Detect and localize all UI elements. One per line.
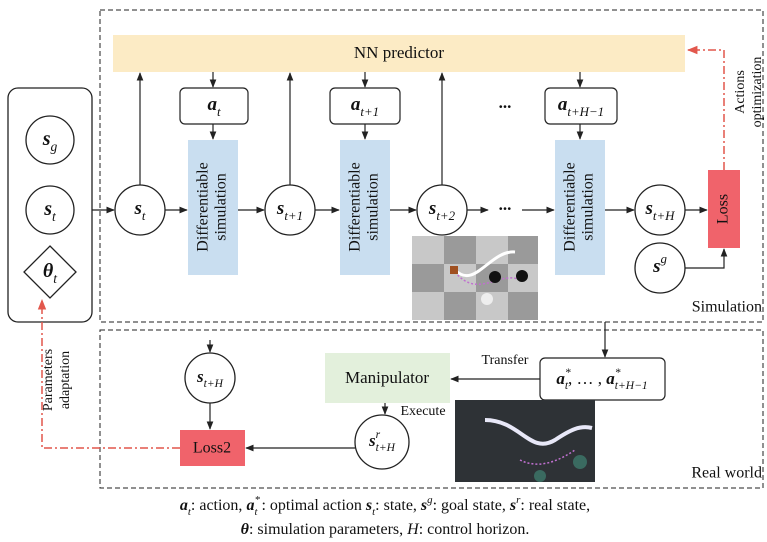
math-base: s [42, 128, 51, 150]
text-part: : control horizon. [419, 521, 530, 538]
math-base: s [43, 198, 52, 220]
sim-block-label: Differentiable [562, 162, 579, 251]
math-base: a [207, 94, 217, 115]
ellipsis: ... [499, 93, 512, 112]
math-base: s [652, 256, 660, 277]
nn-predictor-label: NN predictor [354, 43, 445, 62]
text-part: : real state, [520, 497, 590, 514]
math-base: s [134, 198, 142, 219]
caption-line: θ: simulation parameters, H: control hor… [241, 521, 530, 538]
math-base: a [180, 497, 188, 514]
simulation-label: Simulation [692, 299, 762, 316]
math-sub: t [217, 104, 221, 119]
math-base: a [558, 94, 568, 115]
transfer-label: Transfer [482, 353, 529, 368]
ellipsis: ... [499, 195, 512, 214]
math-sub: t+H [376, 441, 396, 454]
sim-block-label: Differentiable [195, 162, 212, 251]
math-base: s [428, 198, 436, 219]
sim-block-label: simulation [365, 173, 382, 241]
math-sup: g [660, 251, 667, 266]
math-base: s [365, 497, 372, 514]
real-world-label: Real world [691, 465, 762, 482]
adaptation-label: Parameters [41, 349, 56, 411]
sim-block-label: simulation [213, 173, 230, 241]
text-part: : action, [191, 497, 247, 514]
math-sub: g [51, 139, 58, 154]
feedback-label: Actions [733, 70, 748, 114]
math-base: s [420, 497, 427, 514]
feedback-label: optimization [750, 57, 765, 128]
adaptation-label: adaptation [58, 351, 73, 409]
execute-label: Execute [400, 404, 445, 419]
math-sub: t+H [204, 377, 224, 390]
loss-label: Loss [715, 194, 732, 224]
sim-block-label: simulation [580, 173, 597, 241]
manipulator-label: Manipulator [345, 368, 429, 387]
math-base: a [246, 497, 254, 514]
text-part: : state, [375, 497, 421, 514]
text-part: : optimal action [257, 497, 365, 514]
math-base: s [509, 497, 516, 514]
real-image [455, 400, 595, 482]
math-sup: * [615, 366, 621, 379]
math-sub: t+1 [360, 104, 379, 119]
text-part: : simulation parameters, [249, 521, 407, 538]
diagram: NN predictor ... ... Loss Actions optimi… [0, 0, 767, 542]
math-sub: t+H [653, 208, 675, 223]
math-base: θ [43, 260, 54, 282]
caption-line: at: action, a*t : optimal action st: sta… [180, 494, 590, 518]
sim-block-label: Differentiable [347, 162, 364, 251]
math-sub: t+1 [284, 208, 303, 223]
math-sup: r [376, 428, 381, 441]
math-sub: t+H−1 [615, 379, 648, 392]
math-base: s [276, 198, 284, 219]
math-sub: t+2 [436, 208, 455, 223]
text-part: : goal state, [433, 497, 510, 514]
sim-image [412, 236, 538, 320]
text-part: , … , [568, 369, 606, 388]
math-base: s [644, 198, 652, 219]
loss2-label: Loss2 [193, 440, 231, 457]
math-base: a [351, 94, 361, 115]
math-sub: t+H−1 [567, 104, 604, 119]
math-sub: t [142, 208, 146, 223]
